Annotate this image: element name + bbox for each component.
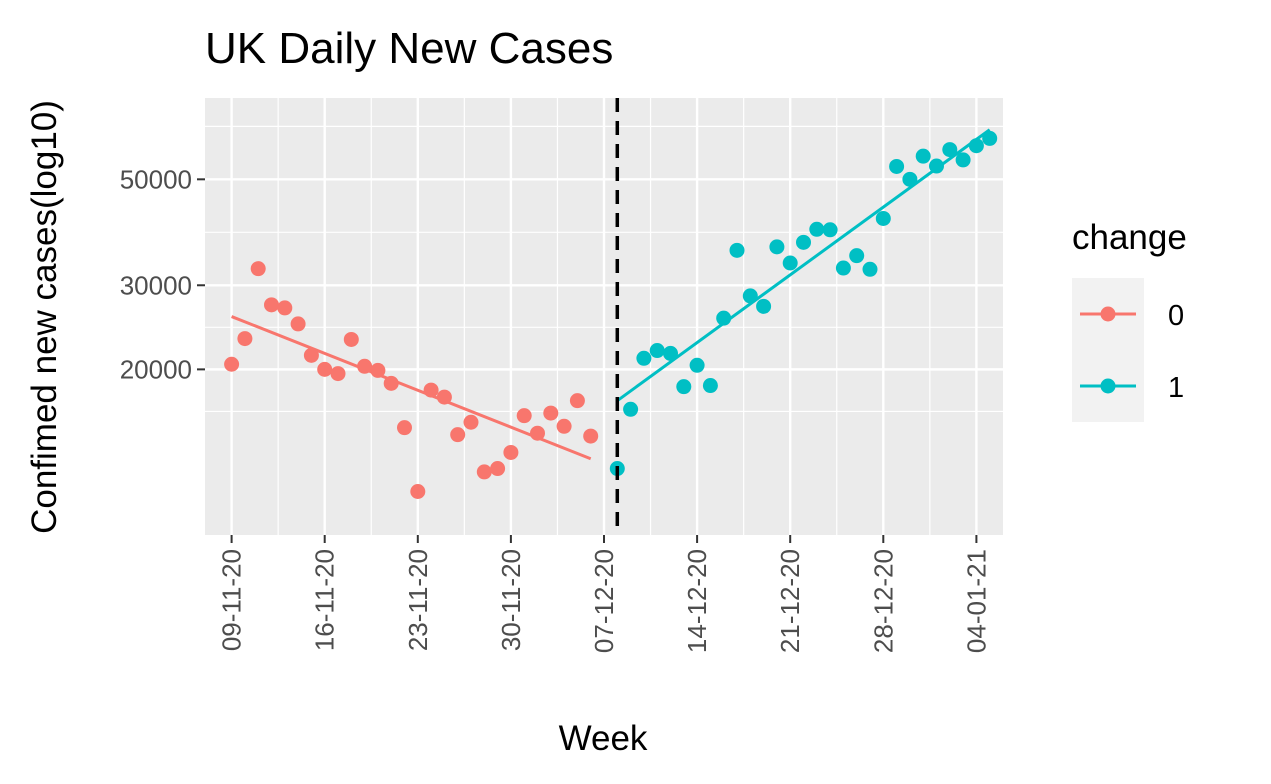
- data-point-series-0: [330, 366, 346, 382]
- data-point-series-0: [397, 420, 412, 436]
- y-tick-label: 20000: [120, 354, 192, 384]
- data-point-series-0: [490, 461, 506, 477]
- x-tick-label: 21-12-20: [775, 549, 805, 653]
- data-point-series-1: [636, 350, 652, 366]
- legend-title: change: [1072, 218, 1187, 257]
- data-point-series-1: [702, 378, 718, 394]
- data-point-series-1: [676, 379, 692, 395]
- legend-key-background: [1072, 278, 1144, 422]
- data-point-series-0: [436, 389, 452, 405]
- data-point-series-0: [410, 483, 426, 499]
- data-point-series-1: [716, 310, 732, 326]
- data-point-series-0: [569, 393, 585, 409]
- data-point-series-1: [809, 221, 825, 237]
- data-point-series-0: [583, 428, 599, 444]
- x-tick-label: 07-12-20: [589, 549, 619, 653]
- data-point-series-1: [835, 260, 851, 276]
- data-point-series-0: [343, 331, 359, 347]
- data-point-series-0: [303, 347, 319, 363]
- x-tick-label: 16-11-20: [310, 549, 340, 651]
- x-tick-label: 30-11-20: [496, 549, 526, 651]
- data-point-series-0: [556, 418, 572, 434]
- data-point-series-0: [516, 408, 532, 424]
- x-axis-title: Week: [559, 719, 648, 758]
- x-tick-label: 14-12-20: [682, 549, 712, 653]
- x-tick-label: 23-11-20: [403, 549, 433, 651]
- data-point-series-1: [929, 158, 944, 174]
- data-point-series-1: [862, 261, 878, 277]
- data-point-series-0: [530, 425, 545, 441]
- legend-label-1: 1: [1168, 372, 1184, 404]
- data-point-series-0: [250, 261, 266, 277]
- data-point-series-0: [503, 444, 519, 460]
- data-point-series-0: [277, 300, 293, 316]
- x-tick-label: 09-11-20: [217, 549, 247, 651]
- data-point-series-0: [317, 361, 333, 377]
- data-point-series-0: [463, 414, 479, 430]
- legend-key-point-0: [1100, 306, 1116, 322]
- data-point-series-1: [623, 401, 639, 417]
- data-point-series-1: [902, 171, 918, 187]
- data-point-series-1: [955, 152, 971, 168]
- data-point-series-0: [290, 316, 306, 332]
- data-point-series-1: [968, 138, 984, 154]
- data-point-series-1: [742, 288, 758, 304]
- y-tick-label: 30000: [120, 270, 192, 300]
- data-point-series-0: [357, 358, 373, 374]
- data-point-series-1: [782, 255, 798, 271]
- data-point-series-0: [264, 297, 279, 313]
- data-point-series-1: [849, 248, 865, 264]
- data-point-series-1: [982, 130, 998, 146]
- data-point-series-0: [237, 331, 253, 347]
- y-axis-title: Confimed new cases(log10): [25, 100, 64, 534]
- x-tick-label: 04-01-21: [961, 549, 991, 653]
- data-point-series-1: [649, 343, 665, 359]
- data-point-series-1: [729, 242, 745, 258]
- data-point-series-0: [383, 375, 399, 391]
- data-point-series-0: [450, 427, 466, 443]
- data-point-series-0: [423, 382, 439, 398]
- legend-key-point-1: [1100, 378, 1116, 394]
- data-point-series-1: [689, 357, 705, 373]
- legend: change 01: [1072, 218, 1187, 422]
- data-point-series-1: [663, 345, 678, 361]
- axis-ticks: 09-11-20 16-11-20 23-11-20 30-11-20 07-12-20…: [120, 164, 992, 653]
- data-point-series-0: [224, 356, 240, 372]
- data-point-series-1: [889, 158, 905, 174]
- data-point-series-1: [822, 222, 838, 238]
- data-point-series-1: [769, 239, 785, 255]
- data-point-series-1: [915, 148, 931, 164]
- data-point-series-0: [370, 362, 386, 378]
- chart-title: UK Daily New Cases: [205, 24, 613, 73]
- data-point-series-1: [942, 142, 958, 158]
- gridlines: [205, 98, 1003, 535]
- y-tick-label: 50000: [120, 164, 192, 194]
- data-points: [224, 130, 998, 499]
- legend-entries: 01: [1080, 300, 1184, 404]
- x-tick-label: 28-12-20: [868, 549, 898, 653]
- data-point-series-1: [875, 210, 891, 226]
- data-point-series-1: [796, 234, 811, 250]
- legend-label-0: 0: [1168, 300, 1184, 332]
- trend-line-series-1: [616, 128, 991, 402]
- data-point-series-0: [543, 405, 559, 421]
- data-point-series-0: [476, 464, 492, 480]
- data-point-series-1: [756, 298, 772, 314]
